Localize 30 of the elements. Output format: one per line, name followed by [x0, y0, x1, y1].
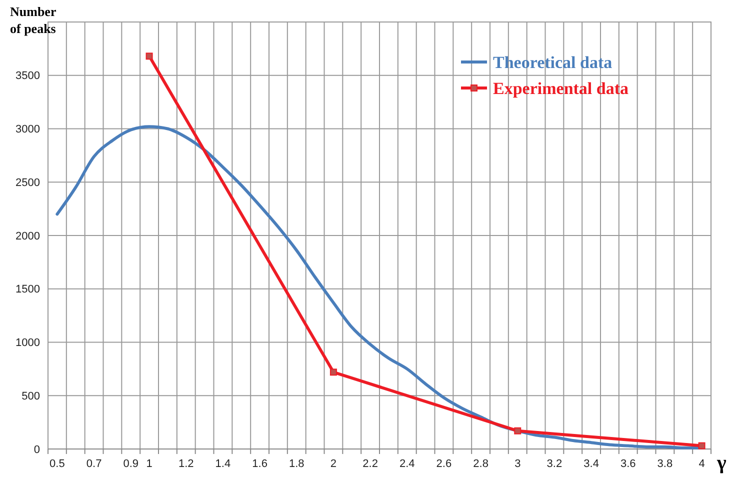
x-tick-label: 2.8	[473, 458, 488, 470]
y-tick-label: 2500	[16, 176, 40, 189]
y-tick-label: 1000	[16, 337, 40, 350]
x-tick-label: 0.9	[123, 458, 139, 470]
x-tick-label: 2.4	[399, 458, 415, 470]
y-axis-title: Number of peaks	[10, 4, 56, 36]
x-tick-label: 0.7	[86, 458, 102, 470]
y-tick-label: 1500	[16, 284, 40, 296]
x-tick-label: 3	[514, 458, 521, 470]
x-tick-label: 4	[698, 458, 705, 470]
x-tick-label: 1.2	[178, 458, 194, 470]
y-tick-label: 500	[22, 390, 40, 402]
x-tick-label: 1.6	[252, 458, 268, 470]
x-tick-label: 3.2	[546, 458, 562, 470]
y-tick-label: 3000	[16, 124, 40, 136]
x-tick-label: 3.6	[620, 458, 636, 470]
y-tick-label: 2000	[16, 230, 40, 242]
x-tick-label: 2.6	[436, 458, 452, 470]
x-tick-label: 1.8	[288, 458, 304, 470]
x-tick-label: 0.5	[50, 458, 65, 470]
x-tick-label: 3.4	[584, 458, 599, 470]
legend-label: Experimental data	[493, 78, 630, 98]
y-tick-label: 0	[34, 444, 40, 456]
x-axis-title: γ	[716, 452, 727, 474]
x-tick-label: 2.2	[362, 458, 378, 470]
x-tick-label: 3.8	[657, 458, 673, 470]
x-tick-label: 1.4	[215, 458, 231, 470]
x-tick-label: 1	[146, 458, 152, 470]
x-tick-label: 2	[330, 458, 337, 470]
y-tick-label: 3500	[16, 70, 40, 82]
